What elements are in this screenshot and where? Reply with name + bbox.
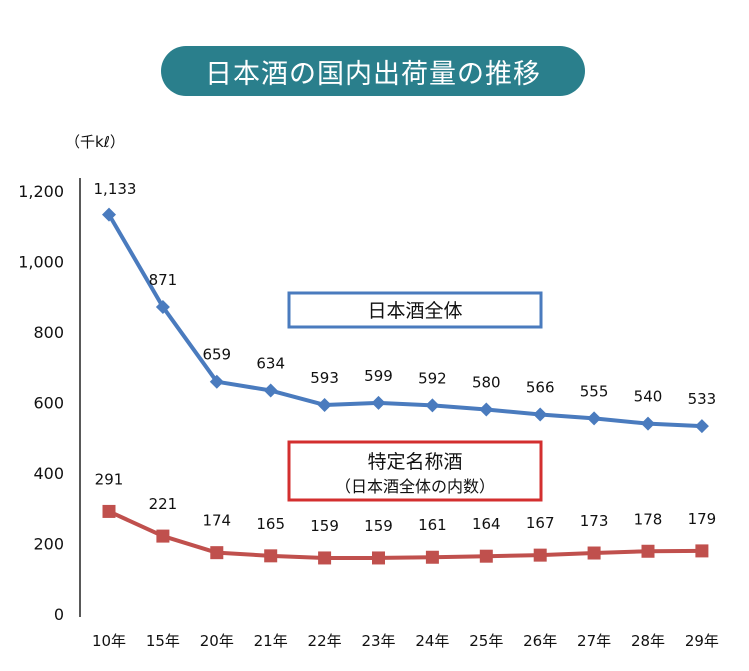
data-label: 540 [634, 388, 663, 406]
data-point [156, 529, 170, 543]
data-point [425, 398, 440, 413]
data-point [318, 551, 332, 565]
data-label: 167 [526, 514, 555, 532]
data-point [372, 551, 385, 565]
y-tick-label: 400 [33, 464, 64, 483]
data-point [210, 546, 224, 560]
legend-sublabel-special: （日本酒全体の内数） [335, 477, 495, 496]
series-total: 1,133 871 659 634 593 599 592 580 566 555 540 533 [94, 180, 717, 434]
data-point [694, 419, 709, 434]
data-label: 593 [310, 369, 339, 387]
legend-box-special [287, 440, 543, 502]
legend-label-total: 日本酒全体 [367, 300, 462, 322]
data-label: 178 [634, 510, 663, 528]
series-layer: 1,133 871 659 634 593 599 592 580 566 555 540 533 29… [94, 180, 717, 565]
legend-label-special: 特定名称酒 [367, 451, 462, 473]
data-point [587, 546, 601, 560]
y-axis-unit-label: （千kℓ） [65, 133, 125, 151]
data-label: 291 [95, 470, 124, 488]
legend-total: 日本酒全体 [287, 291, 543, 329]
y-axis-ticks: 0 200 400 600 800 1,000 1,200 [18, 182, 64, 624]
data-point [155, 299, 170, 314]
x-tick-label: 28年 [631, 632, 665, 650]
data-point [209, 374, 224, 389]
x-tick-label: 26年 [523, 632, 557, 650]
data-label: 173 [580, 512, 609, 530]
x-axis-ticks: 10年 15年 20年 21年 22年 23年 24年 25年 26年 27年 28年 29年 [92, 632, 719, 650]
series-line [108, 509, 702, 560]
data-point [641, 416, 655, 431]
data-point [587, 411, 602, 426]
x-tick-label: 15年 [146, 632, 180, 650]
x-tick-label: 23年 [361, 632, 395, 650]
data-label: 164 [472, 515, 501, 533]
data-point [641, 544, 655, 558]
chart-title: 日本酒の国内出荷量の推移 [161, 46, 585, 96]
data-point [695, 544, 709, 558]
x-tick-label: 27年 [577, 632, 611, 650]
data-point [263, 383, 278, 398]
data-point [317, 397, 332, 412]
data-label: 159 [310, 517, 339, 535]
data-point [371, 395, 386, 410]
data-label: 634 [256, 355, 285, 373]
series-line [107, 213, 702, 429]
data-label: 555 [580, 382, 609, 400]
data-point [425, 550, 439, 564]
legend-special: 特定名称酒 （日本酒全体の内数） [287, 440, 543, 502]
data-point [102, 504, 116, 518]
data-label: 580 [472, 374, 501, 392]
data-label: 533 [688, 390, 717, 408]
data-point [479, 402, 494, 417]
data-label: 659 [202, 346, 231, 364]
data-label: 159 [364, 517, 393, 535]
data-label: 221 [149, 495, 178, 513]
data-label: 174 [202, 512, 231, 530]
y-tick-label: 1,000 [18, 253, 64, 272]
y-tick-label: 200 [33, 535, 64, 554]
data-label: 599 [364, 367, 393, 385]
x-tick-label: 10年 [92, 632, 126, 650]
series-special: 291 221 174 165 159 159 161 164 167 173 178 179 [95, 470, 717, 565]
x-tick-label: 20年 [200, 632, 234, 650]
data-point [264, 549, 278, 563]
data-point [102, 207, 116, 222]
y-tick-label: 0 [54, 605, 64, 624]
data-point [533, 407, 548, 422]
data-label: 1,133 [94, 180, 137, 198]
data-label: 871 [149, 271, 178, 289]
x-tick-label: 25年 [469, 632, 503, 650]
y-tick-label: 600 [33, 394, 64, 413]
data-point [479, 549, 493, 563]
x-tick-label: 24年 [415, 632, 449, 650]
data-point [533, 548, 547, 562]
x-tick-label: 21年 [254, 632, 288, 650]
data-label: 165 [256, 515, 285, 533]
y-tick-label: 800 [33, 323, 64, 342]
data-label: 161 [418, 516, 447, 534]
data-label: 179 [688, 510, 717, 528]
data-label: 566 [526, 378, 555, 396]
y-tick-label: 1,200 [18, 182, 64, 201]
x-tick-label: 22年 [308, 632, 342, 650]
data-label: 592 [418, 369, 447, 387]
x-tick-label: 29年 [685, 632, 719, 650]
legend-box-total [287, 291, 543, 329]
